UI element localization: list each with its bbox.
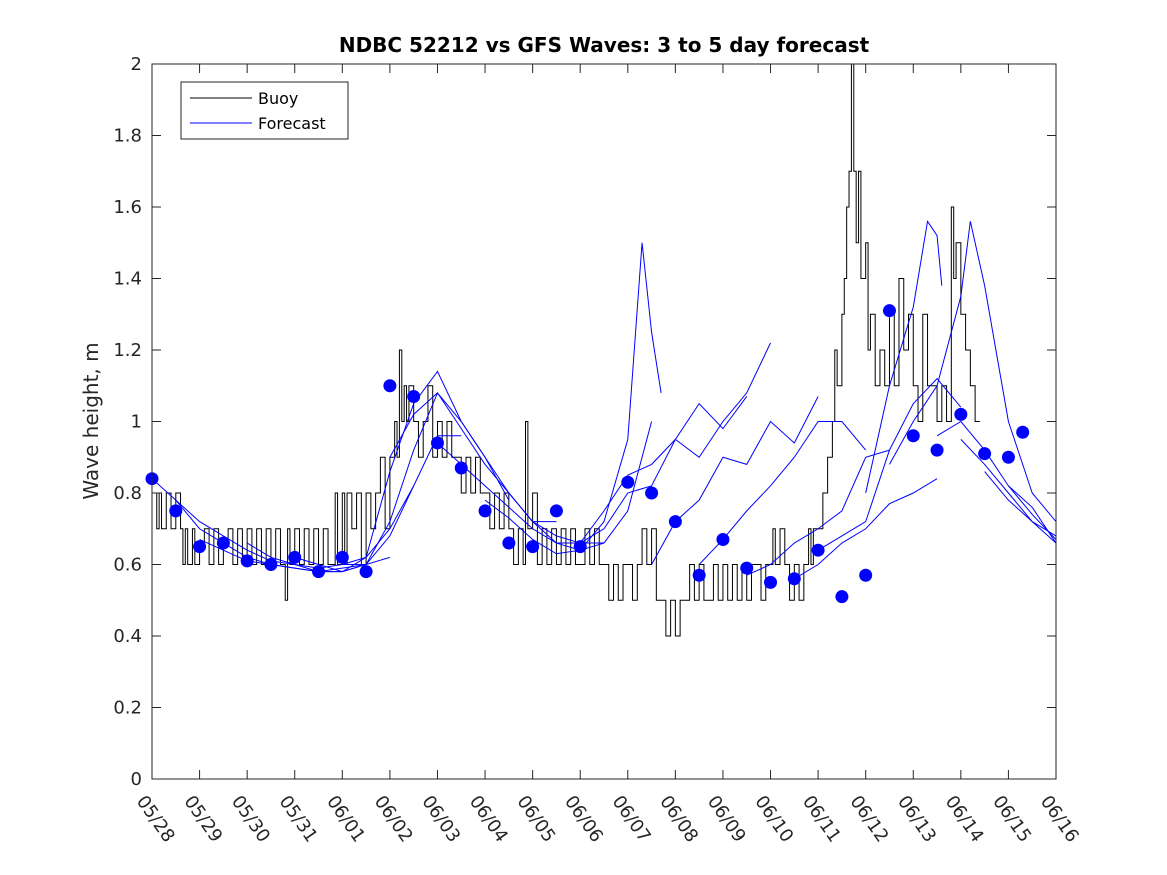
y-tick-label: 1.6 xyxy=(113,197,142,218)
forecast-marker-33 xyxy=(930,443,944,457)
forecast-marker-7 xyxy=(288,550,302,564)
forecast-marker-21 xyxy=(645,486,659,500)
forecast-series-10 xyxy=(532,396,748,544)
forecast-marker-37 xyxy=(1016,425,1030,439)
y-axis-label: Wave height, m xyxy=(79,342,103,499)
forecast-series-7 xyxy=(389,392,604,544)
forecast-series-18 xyxy=(889,221,1056,522)
forecast-marker-31 xyxy=(882,304,896,318)
forecast-series-16 xyxy=(817,377,962,551)
forecast-series-15 xyxy=(794,478,938,580)
forecast-marker-19 xyxy=(573,540,587,554)
forecast-marker-10 xyxy=(359,565,373,579)
legend-box xyxy=(180,81,349,140)
forecast-marker-23 xyxy=(692,568,706,582)
forecast-marker-3 xyxy=(193,540,207,554)
forecast-marker-9 xyxy=(335,550,349,564)
y-tick-label: 1.8 xyxy=(113,126,142,147)
y-tick-label: 1.2 xyxy=(113,340,142,361)
forecast-series-22 xyxy=(1008,485,1056,544)
y-tick-label: 0.8 xyxy=(113,483,142,504)
forecast-series-21 xyxy=(984,471,1056,537)
forecast-series-19 xyxy=(936,420,1056,540)
y-tick-label: 0 xyxy=(131,769,142,790)
forecast-marker-15 xyxy=(478,504,492,518)
forecast-marker-16 xyxy=(502,536,516,550)
y-tick-label: 2 xyxy=(131,54,142,75)
forecast-marker-2 xyxy=(169,504,183,518)
chart-title: NDBC 52212 vs GFS Waves: 3 to 5 day fore… xyxy=(339,33,870,57)
y-tick-label: 1.4 xyxy=(113,269,142,290)
forecast-marker-25 xyxy=(740,561,754,575)
forecast-series-11 xyxy=(579,342,771,544)
forecast-marker-17 xyxy=(526,540,540,554)
y-tick-label: 0.2 xyxy=(113,698,142,719)
forecast-marker-26 xyxy=(764,575,778,589)
y-tick-label: 1 xyxy=(131,412,142,433)
forecast-series-20 xyxy=(960,439,1056,544)
forecast-marker-18 xyxy=(549,504,563,518)
forecast-marker-6 xyxy=(264,558,278,571)
forecast-marker-14 xyxy=(454,461,468,475)
forecast-marker-8 xyxy=(312,565,326,579)
forecast-marker-32 xyxy=(906,429,920,443)
y-tick-label: 0.4 xyxy=(113,626,142,647)
forecast-series-8 xyxy=(437,421,653,551)
forecast-series-17 xyxy=(865,219,943,494)
forecast-marker-4 xyxy=(216,536,230,550)
forecast-marker-22 xyxy=(668,515,682,529)
forecast-marker-36 xyxy=(1001,450,1015,464)
forecast-marker-13 xyxy=(430,436,444,450)
forecast-marker-12 xyxy=(407,389,421,403)
legend-label: Forecast xyxy=(258,114,326,133)
forecast-marker-24 xyxy=(716,532,730,546)
forecast-marker-29 xyxy=(835,590,849,604)
legend-label: Buoy xyxy=(258,89,298,108)
forecast-marker-34 xyxy=(954,407,968,421)
forecast-series-1 xyxy=(152,478,367,569)
forecast-series-14 xyxy=(746,449,890,576)
legend: Buoy Forecast xyxy=(180,81,349,140)
y-tick-label: 0.6 xyxy=(113,555,142,576)
forecast-marker-5 xyxy=(240,554,254,568)
forecast-marker-28 xyxy=(811,543,825,557)
forecast-marker-11 xyxy=(383,379,397,393)
forecast-marker-27 xyxy=(787,572,801,586)
forecast-marker-20 xyxy=(621,475,635,489)
forecast-marker-30 xyxy=(859,568,873,582)
forecast-marker-35 xyxy=(978,447,992,461)
buoy-series xyxy=(152,64,980,637)
plot-area xyxy=(145,64,1056,637)
